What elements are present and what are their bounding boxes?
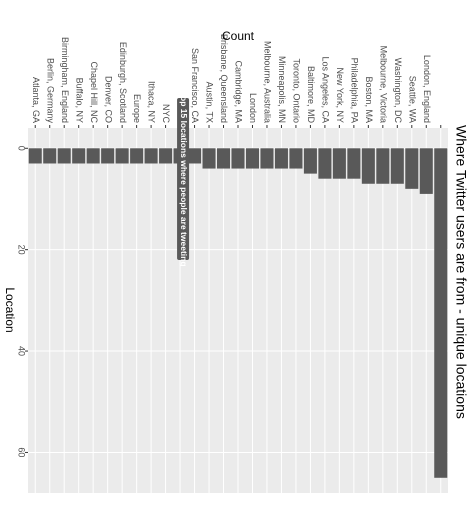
x-tick-label: Buffalo, NY [74, 78, 84, 123]
x-axis-title: Location [3, 287, 17, 332]
x-tick-label: Seattle, WA [407, 76, 417, 123]
x-tick-label: Baltimore, MD [306, 66, 316, 124]
bar [159, 148, 173, 164]
bar [217, 148, 231, 169]
bar [72, 148, 86, 164]
bar [332, 148, 346, 179]
x-tick-label: Boston, MA [364, 76, 374, 123]
bar [376, 148, 390, 184]
bar [245, 148, 259, 169]
x-tick-label: Los Angeles, CA [321, 56, 331, 123]
x-tick-label: Denver, CO [103, 76, 113, 123]
bar [130, 148, 144, 164]
bar [86, 148, 100, 164]
x-tick-label: Chapel Hill, NC [89, 61, 99, 123]
bar [188, 148, 202, 164]
bar [202, 148, 216, 169]
x-tick-label: Melbourne, Australia [263, 41, 273, 123]
bar [43, 148, 57, 164]
bar [144, 148, 158, 164]
x-tick-label: London [248, 93, 258, 123]
bar [260, 148, 274, 169]
bar [101, 148, 115, 164]
bar [390, 148, 404, 184]
bar [57, 148, 71, 164]
y-tick-label: 0 [17, 146, 27, 151]
bar [405, 148, 419, 189]
annotation-box [177, 98, 190, 260]
bar [318, 148, 332, 179]
bar [419, 148, 433, 194]
x-tick-label: Austin, TX [205, 82, 215, 123]
x-tick-label: Edinburgh, Scotland [118, 42, 128, 123]
x-tick-label: Melbourne, Victoria [378, 46, 388, 123]
x-tick-label: Toronto, Ontario [292, 58, 302, 123]
x-tick-label: Cambridge, MA [234, 60, 244, 123]
y-tick-label: 60 [17, 447, 27, 457]
bar [115, 148, 129, 164]
x-tick-label: Minneapolis, MN [277, 56, 287, 123]
bar [289, 148, 303, 169]
chart-title: Where Twitter users are from - unique lo… [453, 125, 469, 419]
x-tick-label: Washington, DC [393, 58, 403, 124]
bar [274, 148, 288, 169]
bar [303, 148, 317, 174]
x-tick-label: Europe [132, 94, 142, 123]
x-tick-label: Ithaca, NY [147, 81, 157, 123]
x-tick-label: New York, NY [335, 67, 345, 123]
bar [361, 148, 375, 184]
annotation: Top 15 locations where people are tweeti… [179, 91, 189, 266]
y-tick-label: 40 [17, 346, 27, 356]
x-tick-label: Atlanta, GA [31, 77, 41, 123]
bar [231, 148, 245, 169]
bar [28, 148, 42, 164]
bar [347, 148, 361, 179]
bar [434, 148, 448, 478]
x-tick-label: Philadelphia, PA [349, 58, 359, 123]
x-tick-label: Berlin, Germany [45, 58, 55, 124]
x-tick-label: London, England [422, 55, 432, 123]
y-tick-label: 20 [17, 245, 27, 255]
x-tick-label: San Francisco, CA [190, 48, 200, 123]
x-tick-label: Brisbane, Queensland [219, 34, 229, 123]
x-tick-label: NYC [161, 104, 171, 124]
y-axis-title: Count [222, 29, 255, 43]
x-tick-label: Birmingham, England [60, 37, 70, 123]
